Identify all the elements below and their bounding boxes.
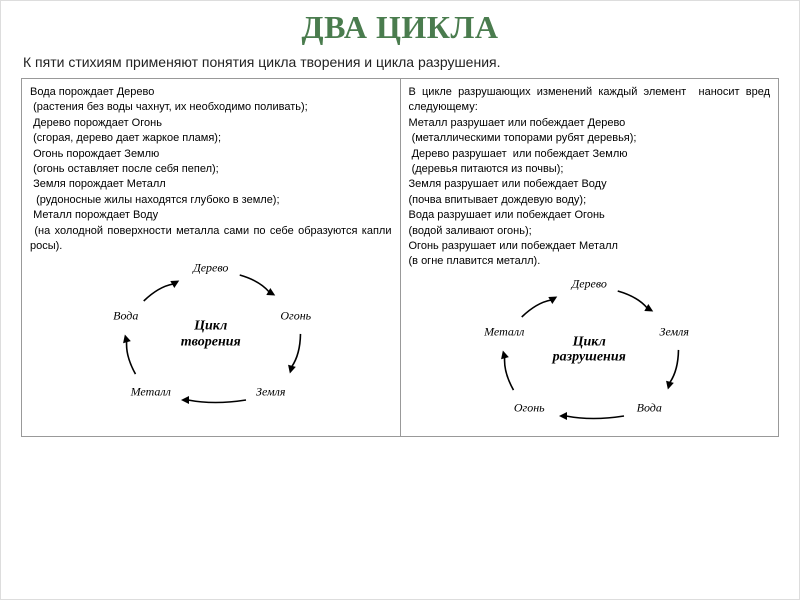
cycle-node-label: Огонь [514, 399, 545, 416]
destruction-cycle-diagram: Цикл разрушения Дерево Земля Вода Огонь Мета… [464, 270, 714, 430]
cycle-arrow-icon [118, 332, 143, 378]
cycle-arrow-icon [496, 347, 521, 393]
creation-cycle-center: Цикл творения [181, 319, 241, 350]
creation-cell: Вода порождает Дерево (растения без воды… [22, 79, 401, 437]
cycle-node-label: Земля [660, 323, 689, 340]
destruction-cell: В цикле разрушающих изменений каждый эле… [400, 79, 779, 437]
cycle-arrow-icon [180, 393, 248, 407]
cycles-table: Вода порождает Дерево (растения без воды… [21, 78, 779, 437]
cycle-node-label: Дерево [193, 260, 228, 277]
cycle-node-label: Огонь [280, 308, 311, 325]
cycle-node-label: Металл [484, 323, 524, 340]
cycle-arrow-icon [138, 274, 183, 308]
subtitle: К пяти стихиям применяют понятия цикла т… [1, 46, 799, 78]
cycle-arrow-icon [613, 284, 658, 318]
cycle-arrow-icon [283, 330, 308, 376]
cycle-node-label: Вода [113, 308, 138, 325]
creation-cycle-diagram: Цикл творения Дерево Огонь Земля Металл Вода [86, 254, 336, 414]
cycle-node-label: Вода [637, 399, 662, 416]
cycle-node-label: Земля [256, 384, 285, 401]
cycle-arrow-icon [234, 268, 279, 302]
cycle-arrow-icon [661, 346, 686, 392]
page-title: ДВА ЦИКЛА [1, 1, 799, 46]
cycle-node-label: Дерево [572, 275, 607, 292]
destruction-cycle-center: Цикл разрушения [553, 334, 626, 365]
creation-text: Вода порождает Дерево (растения без воды… [30, 85, 392, 254]
destruction-text: В цикле разрушающих изменений каждый эле… [409, 85, 771, 270]
cycle-arrow-icon [517, 290, 562, 324]
cycle-arrow-icon [558, 409, 626, 423]
cycle-node-label: Металл [131, 384, 171, 401]
